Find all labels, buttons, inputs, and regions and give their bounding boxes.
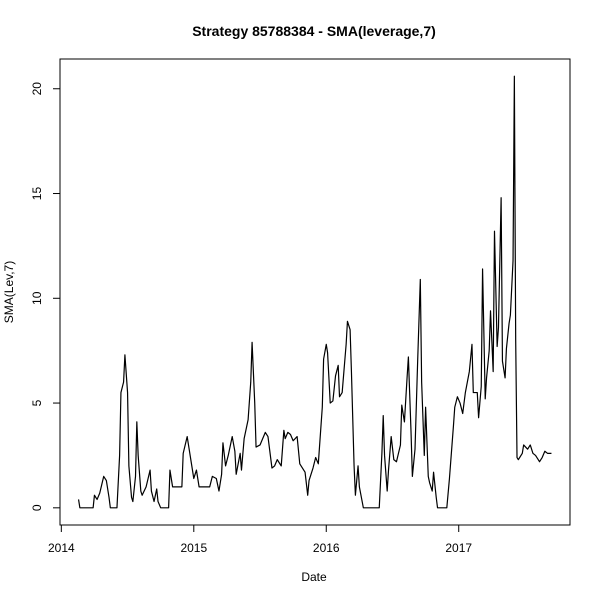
- y-axis-label: SMA(Lev,7): [2, 261, 16, 323]
- chart-title: Strategy 85788384 - SMA(leverage,7): [192, 23, 436, 39]
- y-tick-label: 10: [30, 291, 44, 305]
- plot-frame: [59, 58, 571, 526]
- x-tick-label: 2014: [48, 541, 75, 555]
- y-tick-label: 0: [30, 504, 44, 511]
- y-tick-label: 20: [30, 82, 44, 96]
- x-axis-label: Date: [301, 570, 327, 584]
- data-line: [77, 75, 552, 509]
- x-tick-label: 2017: [445, 541, 472, 555]
- y-tick-label: 5: [30, 399, 44, 406]
- x-tick-label: 2016: [313, 541, 340, 555]
- y-tick-label: 15: [30, 187, 44, 201]
- x-tick-label: 2015: [180, 541, 207, 555]
